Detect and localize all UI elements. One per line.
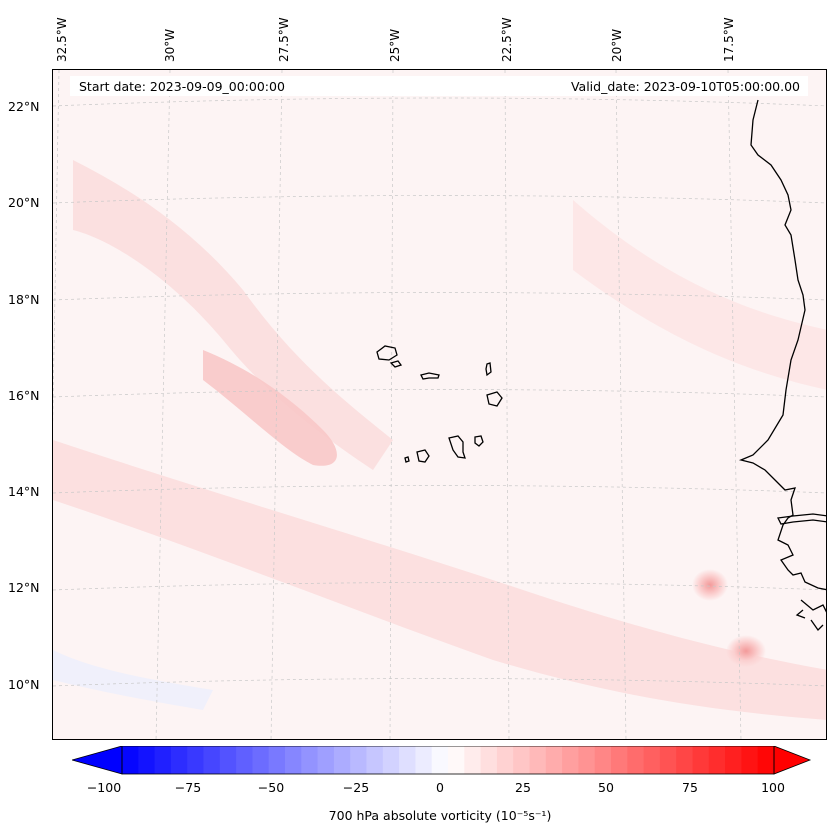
colorbar-tick-neg25: −25 [342,780,370,795]
colorbar-cell [333,746,351,774]
start-date-text: Start date: 2023-09-09_00:00:00 [79,79,285,94]
colorbar-cell [659,746,677,774]
cabo-verde-brava [404,456,410,463]
colorbar-cell [154,746,172,774]
vorticity-band-central [203,350,337,466]
colorbar-cell [480,746,498,774]
colorbar-tick-75: 75 [682,780,698,795]
vorticity-band-south [53,440,826,720]
cabo-verde-maio [474,435,484,447]
gambia-outline [777,513,826,525]
colorbar-cell [236,746,253,774]
cabo-verde-sao-nicolau [420,372,440,380]
colorbar-cell [285,746,302,774]
west-africa-coast [738,99,826,591]
longitude-label-17-5w: 17.5°W [722,17,736,62]
colorbar-cells [72,746,812,775]
longitude-label-32-5w: 32.5°W [55,17,69,62]
colorbar-cell [122,746,139,774]
colorbar-cell [757,746,775,774]
map-canvas [53,70,826,739]
colorbar-cell [741,746,759,774]
latitude-label-22n: 22°N [8,99,40,114]
longitude-label-30w: 30°W [163,28,177,62]
latitude-label-14n: 14°N [8,484,40,499]
valid-date-text: Valid_date: 2023-09-10T05:00:00.00 [570,79,800,94]
colorbar-cell [350,746,367,774]
colorbar [72,746,812,775]
vorticity-field [53,160,826,720]
colorbar-cell [415,746,433,774]
colorbar-cell [431,746,449,774]
guinea-bissau-coast [795,599,826,632]
vorticity-maximum-12n [692,569,728,601]
colorbar-tick-neg50: −50 [257,780,285,795]
longitude-label-27-5w: 27.5°W [277,17,291,62]
colorbar-cell [578,746,596,774]
vorticity-band-east [573,200,826,390]
colorbar-tick-neg100: −100 [86,780,122,795]
colorbar-cell [594,746,612,774]
colorbar-label: 700 hPa absolute vorticity (10⁻⁵s⁻¹) [328,808,552,823]
vorticity-band-negative [53,650,213,710]
colorbar-cell [562,746,579,774]
colorbar-cell [529,746,547,774]
cabo-verde-sao-vicente [389,360,403,368]
latitude-label-10n: 10°N [8,677,40,692]
latitude-label-18n: 18°N [8,292,40,307]
colorbar-cell [448,746,465,774]
colorbar-cell [170,746,188,774]
colorbar-cell [725,746,742,774]
colorbar-tick-100: 100 [761,780,785,795]
colorbar-outline [121,746,775,775]
vorticity-maximum-10-5n [726,635,766,667]
vorticity-map [52,69,827,740]
latitude-label-20n: 20°N [8,195,40,210]
colorbar-cell [301,746,319,774]
cabo-verde-santiago [448,435,466,459]
colorbar-cell [513,746,530,774]
colorbar-cell [611,746,628,774]
cabo-verde-santo-antao [376,345,398,361]
cabo-verde-fogo [416,449,430,463]
colorbar-min-extension [72,746,123,775]
colorbar-cell [203,746,221,774]
colorbar-cell [366,746,384,774]
longitude-label-22-5w: 22.5°W [500,17,514,62]
colorbar-cell [464,746,482,774]
colorbar-cell [692,746,710,774]
vorticity-band-northwest [73,160,393,470]
colorbar-cell [138,746,156,774]
colorbar-cell [643,746,661,774]
latitude-label-12n: 12°N [8,580,40,595]
longitude-label-25w: 25°W [388,28,402,62]
colorbar-cell [545,746,563,774]
colorbar-cell [399,746,416,774]
colorbar-tick-0: 0 [436,780,444,795]
colorbar-tick-25: 25 [515,780,531,795]
colorbar-cell [676,746,693,774]
colorbar-max-extension [773,746,812,775]
colorbar-tick-50: 50 [598,780,614,795]
colorbar-cell [219,746,237,774]
coastline [376,99,826,632]
colorbar-cell [317,746,335,774]
graticule [53,70,826,739]
date-info-bar: Start date: 2023-09-09_00:00:00 Valid_da… [70,76,808,96]
cabo-verde-sal [485,362,492,377]
colorbar-cell [627,746,645,774]
colorbar-cell [252,746,270,774]
colorbar-tick-neg75: −75 [174,780,202,795]
colorbar-cell [268,746,286,774]
cabo-verde-boa-vista [486,391,503,407]
longitude-label-20w: 20°W [610,28,624,62]
colorbar-cell [187,746,204,774]
colorbar-cell [496,746,514,774]
colorbar-cell [708,746,726,774]
colorbar-cell [382,746,400,774]
latitude-label-16n: 16°N [8,388,40,403]
